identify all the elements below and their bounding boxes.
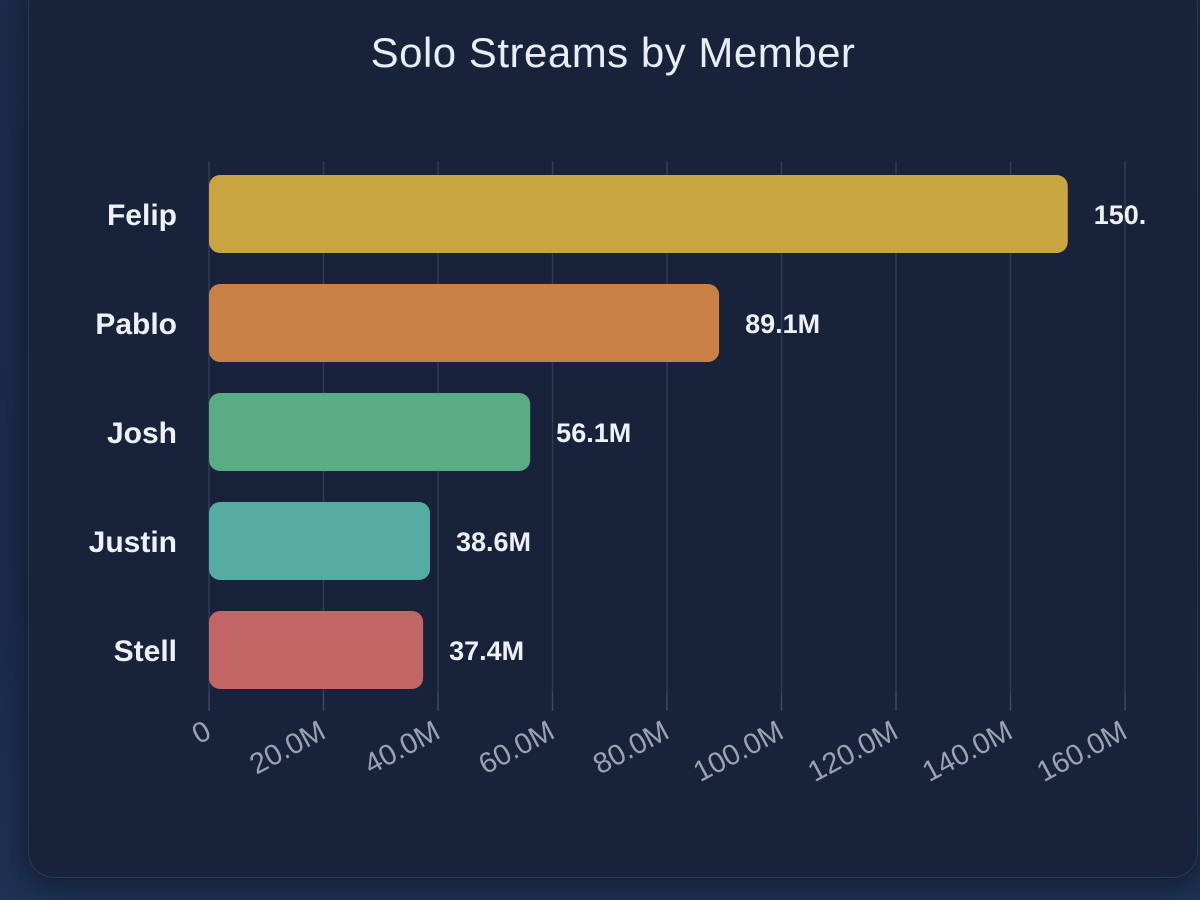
x-tick-label: 120.0M: [803, 715, 903, 789]
x-tick-label: 140.0M: [917, 715, 1017, 789]
value-label: 150.: [1094, 200, 1147, 230]
chart-card: Solo Streams by Member 0 20.0M 40.0M 60.0M 8…: [28, 0, 1198, 878]
bar: [209, 611, 424, 689]
value-label: 37.4M: [449, 636, 524, 666]
x-tick-label: 100.0M: [688, 715, 788, 789]
bar-chart: 0 20.0M 40.0M 60.0M 80.0M 100.0M 120.0M 140.0M 1…: [89, 161, 1147, 789]
bar: [209, 502, 430, 580]
x-tick-label: 20.0M: [245, 715, 331, 781]
value-label: 89.1M: [745, 309, 820, 339]
bar: [209, 175, 1068, 253]
category-label: Felip: [107, 199, 177, 232]
category-label: Stell: [114, 635, 177, 668]
value-label: 56.1M: [556, 418, 631, 448]
x-tick-label: 40.0M: [359, 715, 445, 781]
bar: [209, 393, 531, 471]
category-label: Justin: [89, 526, 177, 559]
value-label: 38.6M: [456, 527, 531, 557]
x-tick-label: 60.0M: [474, 715, 560, 781]
category-label: Josh: [107, 417, 177, 450]
x-tick-label: 0: [187, 715, 216, 751]
chart-title: Solo Streams by Member: [370, 29, 856, 76]
x-tick-label: 160.0M: [1032, 715, 1132, 789]
bar: [209, 284, 720, 362]
x-tick-label: 80.0M: [588, 715, 674, 781]
category-label: Pablo: [95, 308, 177, 341]
